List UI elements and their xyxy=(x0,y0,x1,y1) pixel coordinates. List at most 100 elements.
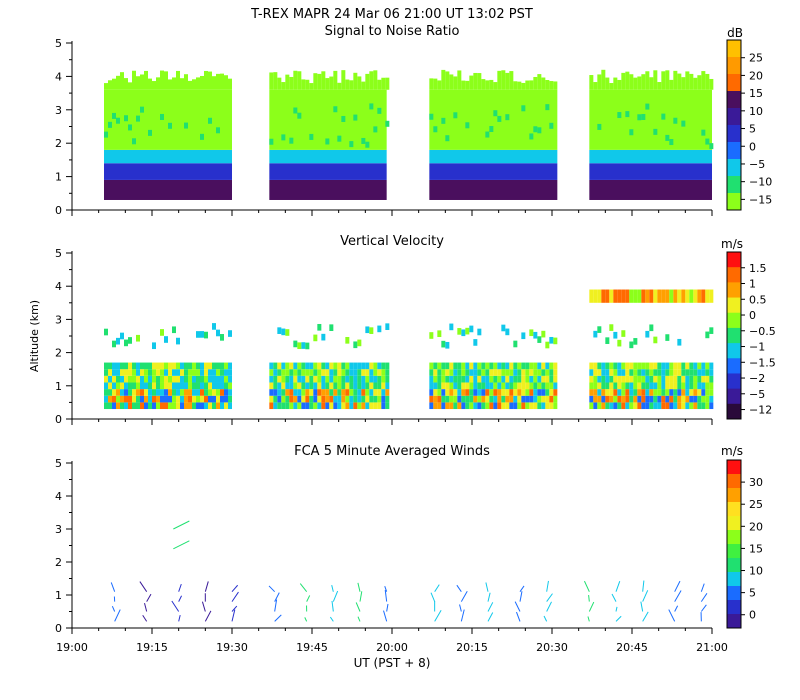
velocity-cell xyxy=(301,402,306,410)
velocity-cell xyxy=(289,402,294,410)
velocity-cell xyxy=(701,289,706,303)
velocity-cell xyxy=(709,389,714,396)
snr-cell xyxy=(509,71,514,90)
snr-cell xyxy=(441,69,446,90)
velocity-cell xyxy=(525,375,530,383)
velocity-cell xyxy=(192,369,196,376)
velocity-cell xyxy=(152,362,156,370)
snr-cell xyxy=(277,77,282,90)
velocity-cell xyxy=(445,395,450,403)
velocity-cell xyxy=(517,382,522,390)
velocity-cell xyxy=(192,395,196,403)
velocity-cell xyxy=(116,395,120,403)
velocity-cell xyxy=(132,369,136,376)
velocity-cell xyxy=(633,382,638,390)
snr-cell xyxy=(385,77,390,90)
velocity-cell xyxy=(517,402,522,410)
velocity-cell xyxy=(489,369,494,376)
snr-cell xyxy=(601,69,606,90)
velocity-cell xyxy=(333,362,338,370)
velocity-cell xyxy=(529,402,534,410)
x-tick-label: 19:00 xyxy=(56,641,88,654)
snr-cell xyxy=(293,107,298,114)
velocity-cell xyxy=(533,369,538,376)
velocity-cell xyxy=(168,402,172,410)
velocity-cell xyxy=(613,375,618,383)
snr-cell xyxy=(281,134,286,141)
velocity-cell xyxy=(601,362,606,370)
velocity-cell xyxy=(172,369,176,376)
snr-cell xyxy=(313,73,318,90)
velocity-cell xyxy=(289,369,294,376)
wind-barb xyxy=(430,592,436,602)
velocity-cell xyxy=(617,369,622,376)
snr-cell xyxy=(433,78,438,90)
colorbar-label: −2 xyxy=(749,372,765,385)
snr-cell xyxy=(216,73,220,90)
velocity-cell xyxy=(176,382,180,390)
wind-barb xyxy=(674,590,682,602)
velocity-cell xyxy=(220,334,224,341)
wind-barb xyxy=(146,593,152,602)
wind-barb xyxy=(304,617,308,622)
velocity-cell xyxy=(429,395,434,403)
snr-cell xyxy=(461,80,466,90)
velocity-cell xyxy=(204,375,208,383)
velocity-cell xyxy=(529,329,534,337)
snr-cell xyxy=(517,81,522,90)
velocity-cell xyxy=(465,362,470,370)
velocity-cell xyxy=(285,329,290,336)
velocity-cell xyxy=(533,375,538,383)
velocity-cell xyxy=(104,395,108,403)
velocity-cell xyxy=(228,402,232,410)
colorbar-label: 1.5 xyxy=(749,262,767,275)
wind-barb xyxy=(139,581,148,592)
velocity-cell xyxy=(180,375,184,383)
snr-cell xyxy=(349,141,354,148)
velocity-cell xyxy=(593,330,598,338)
velocity-cell xyxy=(220,395,224,403)
snr-layer xyxy=(589,163,712,180)
colorbar-label: 0 xyxy=(749,609,756,622)
velocity-cell xyxy=(673,289,678,303)
velocity-cell xyxy=(373,369,378,376)
velocity-cell xyxy=(693,402,698,410)
velocity-cell xyxy=(469,369,474,376)
velocity-cell xyxy=(200,369,204,376)
wind-barb xyxy=(331,600,334,612)
velocity-cell xyxy=(657,362,662,370)
wind-barb xyxy=(110,582,116,592)
colorbar-swatch xyxy=(727,530,741,545)
velocity-cell xyxy=(200,402,204,410)
velocity-cell xyxy=(357,382,362,390)
wind-barb xyxy=(615,581,621,592)
velocity-cell xyxy=(104,402,108,410)
snr-cell xyxy=(204,70,208,90)
velocity-cell xyxy=(661,362,666,370)
panel-title: Vertical Velocity xyxy=(340,234,444,249)
velocity-cell xyxy=(513,402,518,410)
colorbar-swatch xyxy=(727,600,741,615)
velocity-cell xyxy=(200,375,204,383)
snr-cell xyxy=(357,76,362,90)
velocity-cell xyxy=(481,375,486,383)
velocity-cell xyxy=(437,395,442,403)
velocity-cell xyxy=(180,389,184,396)
velocity-cell xyxy=(509,395,514,403)
snr-cell xyxy=(168,79,172,90)
velocity-cell xyxy=(200,362,204,370)
velocity-cell xyxy=(497,402,502,410)
velocity-cell xyxy=(489,382,494,390)
velocity-cell xyxy=(381,402,386,410)
velocity-cell xyxy=(152,382,156,390)
velocity-cell xyxy=(553,382,558,390)
velocity-cell xyxy=(313,369,318,376)
velocity-cell xyxy=(120,332,124,340)
velocity-cell xyxy=(685,395,690,403)
velocity-cell xyxy=(172,389,176,396)
velocity-cell xyxy=(537,389,542,396)
velocity-cell xyxy=(541,395,546,403)
velocity-cell xyxy=(445,375,450,383)
velocity-cell xyxy=(192,362,196,370)
snr-layer xyxy=(429,89,558,150)
